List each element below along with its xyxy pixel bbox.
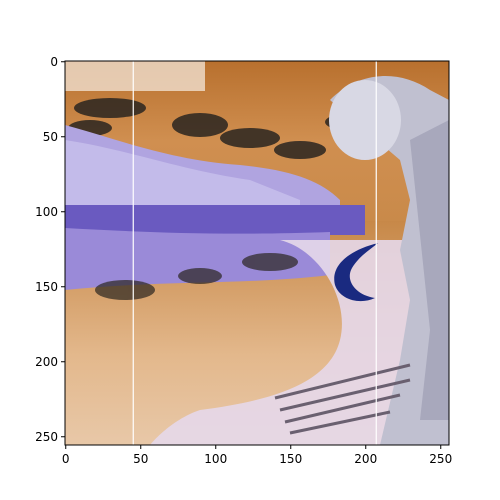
image-content: [65, 61, 449, 445]
rock-structure-shade: [410, 120, 449, 420]
dark-arc: [334, 243, 378, 302]
x-tick-label: 50: [133, 452, 148, 466]
y-tick-label: 200: [35, 355, 58, 369]
x-axis: 0 50 100 150 200 250: [62, 445, 452, 466]
foliage-hill-highlight: [65, 140, 300, 215]
y-tick-label: 0: [50, 55, 58, 69]
x-tick-label: 250: [429, 452, 452, 466]
axes-frame: [64, 60, 450, 446]
y-tick-label: 250: [35, 430, 58, 444]
lake-reflection: [65, 228, 330, 290]
y-tick-label: 50: [43, 130, 58, 144]
x-tick-label: 150: [279, 452, 302, 466]
reflected-clouds: [95, 253, 298, 300]
y-tick-label: 100: [35, 205, 58, 219]
x-tick-label: 0: [62, 452, 70, 466]
y-tick-label: 150: [35, 280, 58, 294]
top-left-patch: [65, 61, 205, 91]
rock-head: [329, 80, 401, 160]
lake: [65, 205, 365, 235]
foreground-foliage: [150, 240, 449, 445]
x-tick-label: 200: [354, 452, 377, 466]
y-axis: 0 50 100 150 200 250: [35, 55, 65, 444]
x-tick-label: 100: [204, 452, 227, 466]
foreground-rails: [274, 363, 411, 435]
